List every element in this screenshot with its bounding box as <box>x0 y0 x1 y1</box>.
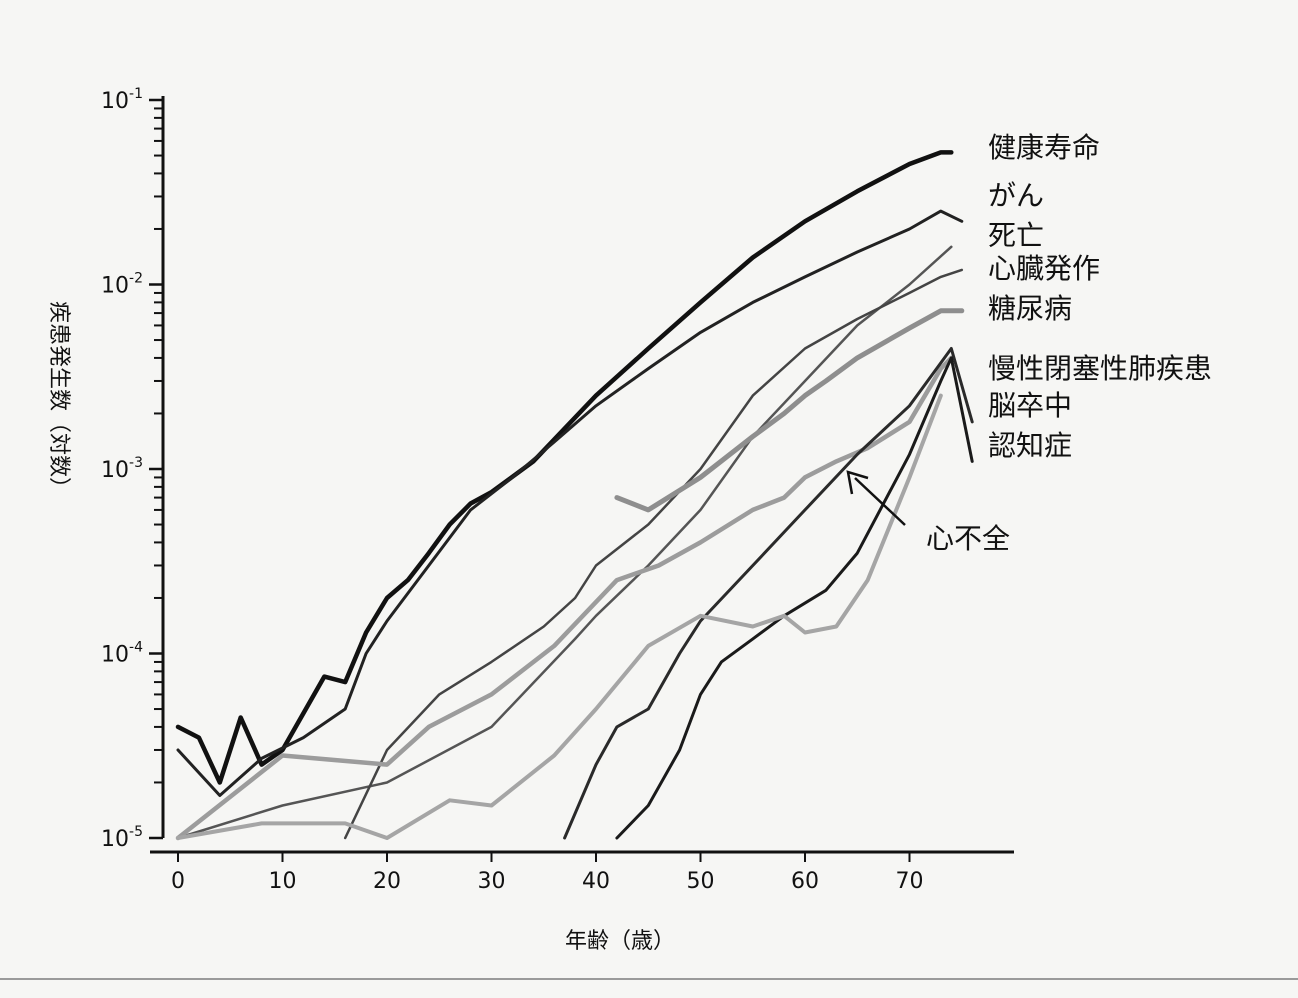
series-label: 健康寿命 <box>988 131 1100 164</box>
series-label: 糖尿病 <box>988 292 1072 325</box>
series-line-2 <box>176 245 953 840</box>
x-axis-title: 年齢（歳） <box>565 929 675 954</box>
x-tick-label: 10 <box>269 869 297 894</box>
y-axis-title: 疾患発生数（対数） <box>46 301 71 499</box>
plot-area <box>175 150 974 841</box>
y-tick-label: 10-3 <box>101 455 143 483</box>
page-rule <box>0 978 1298 980</box>
x-tick-label: 70 <box>896 869 924 894</box>
x-tick-label: 0 <box>171 869 185 894</box>
series-label: 脳卒中 <box>988 389 1072 422</box>
annotation-label: 心不全 <box>926 522 1010 555</box>
x-tick-label: 40 <box>582 869 610 894</box>
series-label: 心臓発作 <box>988 252 1100 285</box>
heart-failure-annotation: 心不全 <box>846 470 1010 555</box>
annotation-arrowhead <box>846 470 869 495</box>
x-tick-label: 30 <box>478 869 506 894</box>
x-axis: 0 10 20 30 40 50 60 70 <box>150 850 1014 894</box>
y-tick-label: 10-4 <box>101 640 143 668</box>
y-tick-label: 10-2 <box>101 271 143 299</box>
x-tick-label: 50 <box>687 869 715 894</box>
series-label: 認知症 <box>988 429 1072 462</box>
series-line-7 <box>615 356 974 840</box>
series-line-4 <box>614 308 965 513</box>
y-axis: 10-1 10-2 10-3 10-4 10-5 <box>101 86 165 852</box>
series-line-5 <box>175 355 954 841</box>
series-label: 慢性閉塞性肺疾患 <box>988 352 1212 385</box>
series-label: がん <box>988 179 1044 212</box>
series-line-0 <box>175 150 954 785</box>
series-line-1 <box>176 209 964 797</box>
x-tick-label: 60 <box>791 869 819 894</box>
y-tick-label: 10-1 <box>101 86 143 114</box>
series-line-6 <box>563 347 974 840</box>
annotation-arrow <box>854 477 906 526</box>
series-label: 死亡 <box>988 219 1044 252</box>
y-tick-label: 10-5 <box>101 824 143 852</box>
x-tick-label: 20 <box>373 869 401 894</box>
series-line-8 <box>176 393 943 840</box>
series-line-3 <box>343 268 964 840</box>
